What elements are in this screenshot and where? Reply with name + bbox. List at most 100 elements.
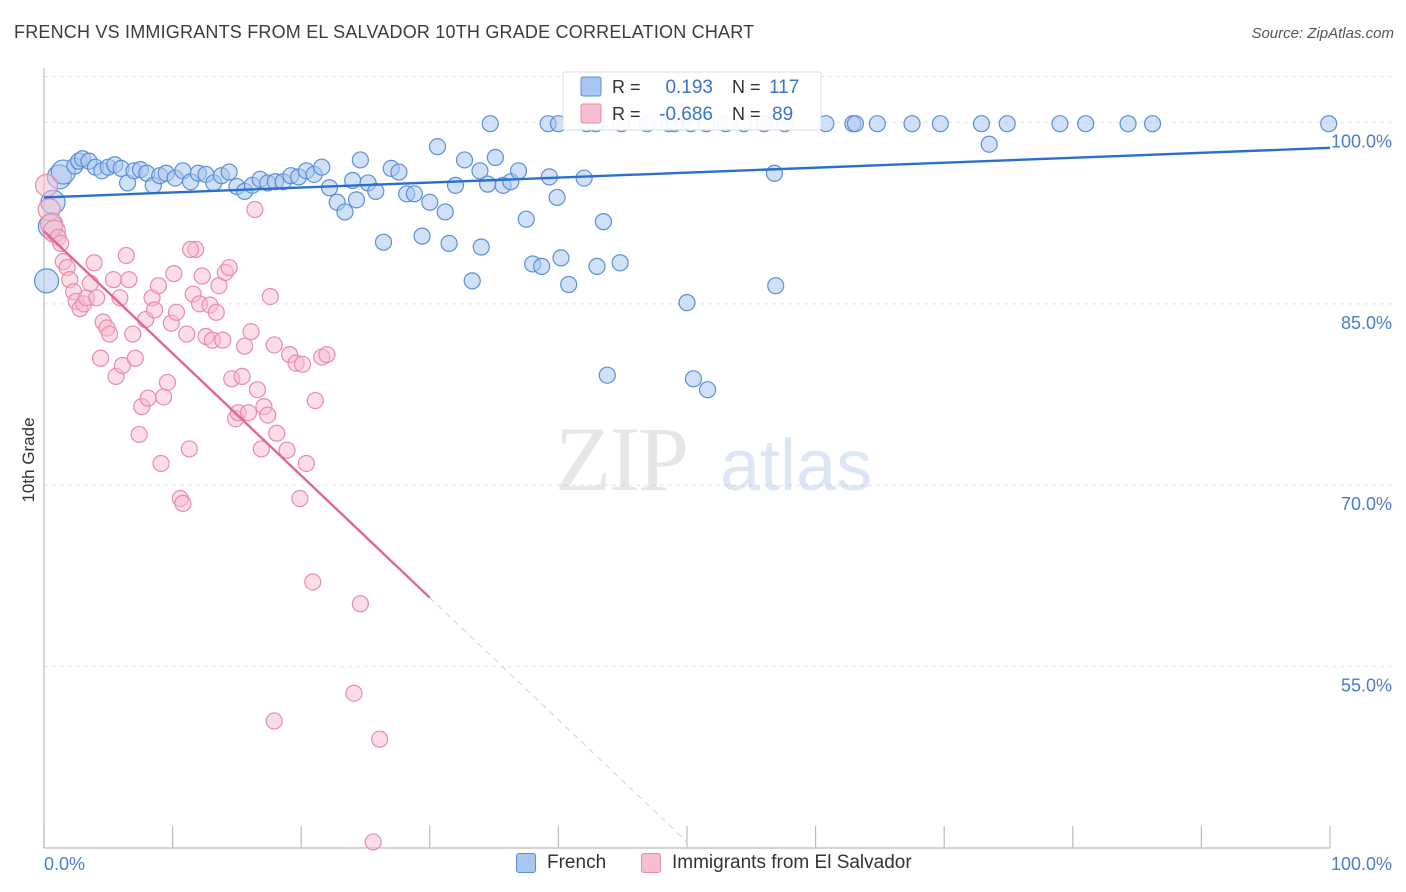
point-french	[931, 115, 949, 133]
legend-r-label-2: R =	[612, 104, 641, 124]
point-salvador	[252, 440, 270, 458]
legend-swatch-french-bottom	[516, 853, 536, 873]
point-french	[903, 115, 921, 133]
point-french	[972, 115, 991, 133]
chart-source: Source: ZipAtlas.com	[1251, 25, 1394, 42]
point-french	[471, 162, 489, 180]
point-french	[598, 366, 616, 384]
point-salvador	[351, 595, 369, 613]
y-tick-label: 100.0%	[1331, 131, 1392, 151]
y-tick-label: 55.0%	[1341, 676, 1392, 696]
point-french	[980, 135, 998, 153]
series-french	[33, 115, 1338, 399]
point-french	[446, 176, 465, 194]
point-salvador	[145, 301, 164, 319]
point-french	[428, 138, 447, 156]
point-salvador	[345, 684, 363, 702]
legend-r-value-2: -0.686	[659, 104, 713, 125]
point-salvador	[304, 573, 322, 591]
point-salvador	[291, 489, 309, 508]
point-french	[481, 115, 499, 133]
point-salvador	[259, 406, 277, 424]
correlation-legend: R = 0.193 N = 117 R = -0.686 N = 89	[562, 71, 822, 131]
point-french	[455, 151, 474, 169]
point-salvador	[100, 325, 119, 343]
point-salvador	[180, 440, 198, 458]
point-french	[1119, 115, 1137, 133]
x-tick-label: 0.0%	[44, 854, 85, 874]
point-french	[1143, 115, 1162, 133]
point-french	[413, 227, 431, 245]
legend-n-value-2: 89	[772, 104, 793, 125]
point-french	[517, 210, 535, 228]
point-salvador	[149, 277, 168, 295]
point-french	[421, 193, 439, 211]
point-salvador	[113, 356, 132, 375]
point-salvador	[233, 367, 251, 385]
legend-swatch-french	[580, 76, 602, 97]
point-salvador	[297, 454, 315, 473]
point-french	[509, 162, 528, 180]
point-salvador	[130, 425, 148, 444]
point-french	[1320, 115, 1338, 133]
point-french	[436, 203, 454, 221]
point-salvador	[207, 303, 225, 321]
point-salvador	[306, 391, 324, 410]
point-french	[336, 203, 354, 221]
point-salvador	[265, 712, 283, 730]
legend-label-french: French	[547, 852, 607, 873]
point-french	[390, 163, 408, 181]
point-french	[678, 294, 696, 312]
point-salvador	[126, 349, 144, 367]
trend-line-salvador-extension	[429, 597, 688, 843]
point-salvador	[174, 494, 192, 512]
x-tick-label: 100.0%	[1331, 854, 1392, 874]
point-salvador	[278, 441, 296, 459]
y-tick-label: 85.0%	[1341, 313, 1392, 333]
point-salvador	[265, 336, 283, 354]
point-salvador	[111, 289, 129, 307]
point-french	[552, 249, 570, 267]
watermark: ZIP atlas	[555, 408, 872, 510]
point-french	[698, 381, 717, 399]
point-salvador	[152, 454, 170, 473]
point-french	[998, 115, 1016, 133]
point-french	[868, 115, 886, 133]
point-salvador	[104, 271, 123, 289]
point-french	[575, 169, 593, 187]
legend-n-label-1: N =	[732, 77, 761, 97]
point-salvador	[293, 355, 312, 373]
point-salvador	[88, 289, 106, 307]
point-salvador	[182, 240, 200, 259]
point-french	[533, 257, 551, 275]
point-salvador	[246, 200, 264, 219]
point-salvador	[167, 303, 186, 321]
point-salvador	[364, 833, 382, 851]
point-french	[486, 148, 504, 167]
point-salvador	[124, 325, 142, 343]
watermark-zip: ZIP	[555, 408, 687, 510]
chart-title: FRENCH VS IMMIGRANTS FROM EL SALVADOR 10…	[14, 22, 755, 42]
point-french	[765, 164, 784, 182]
point-salvador	[117, 246, 135, 265]
point-french	[548, 188, 566, 207]
point-french	[374, 233, 393, 251]
point-french	[588, 257, 606, 275]
legend-n-value-1: 117	[769, 77, 799, 98]
point-french	[1051, 115, 1069, 133]
point-french	[220, 163, 238, 181]
point-french	[472, 238, 490, 256]
point-french	[846, 115, 865, 133]
point-french	[594, 213, 613, 231]
legend-r-value-1: 0.193	[665, 77, 713, 98]
trend-lines	[43, 146, 1331, 843]
series-salvador	[34, 173, 389, 851]
point-salvador	[261, 287, 279, 306]
point-french	[463, 272, 481, 290]
point-salvador	[85, 254, 103, 272]
point-salvador	[193, 267, 211, 285]
y-tick-label: 70.0%	[1341, 494, 1392, 514]
point-salvador	[34, 173, 59, 197]
legend-swatch-salvador-bottom	[641, 853, 661, 873]
